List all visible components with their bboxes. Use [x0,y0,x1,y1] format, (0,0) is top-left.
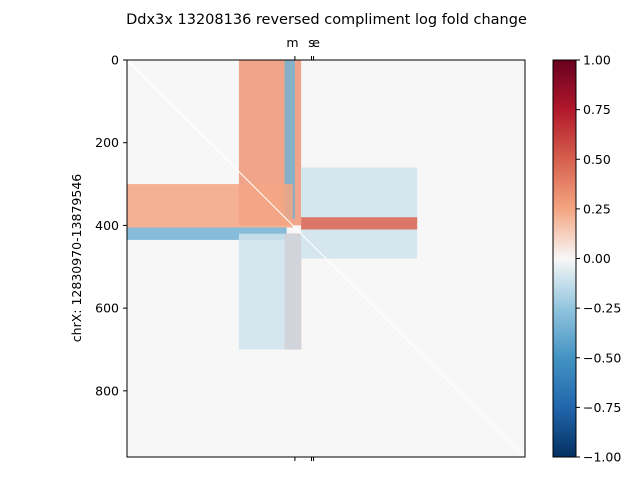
colorbar-tick-label: 0.50 [583,152,611,167]
axes: 0 200 400 600 800 m se [95,35,320,461]
colorbar-tick-label: −1.00 [583,450,621,465]
colorbar-tick-label: 1.00 [583,53,611,68]
heatmap-region-lower-vertical-band [238,233,302,350]
chart-title: Ddx3x 13208136 reversed compliment log f… [126,12,527,28]
colorbar-tick-label: 0.25 [583,201,611,216]
top-tick-label: m [286,35,298,50]
heatmap-area [127,60,525,457]
colorbar-ticks: 1.00 0.75 0.50 0.25 0.00 −0.25 −0.50 −0.75 −1.00 [576,53,621,465]
colorbar [552,59,577,458]
colorbar-tick-label: 0.75 [583,102,611,117]
y-tick-label: 800 [95,383,119,398]
colorbar-tick-label: −0.75 [583,400,621,415]
heatmap-region-right-horizontal-stripe [301,217,418,230]
y-tick-label: 400 [95,218,119,233]
y-tick-label: 0 [111,53,119,68]
heatmap-diagonal [127,60,525,457]
colorbar-tick-label: −0.50 [583,350,621,365]
top-tick-label: e [312,35,320,50]
heatmap-region-upper-right-block [301,167,418,218]
plot-frame [126,59,526,458]
y-tick-label: 200 [95,135,119,150]
heatmap-region-right-horizontal-band [301,229,418,259]
y-axis-label: chrX: 12830970-13879546 [69,174,84,342]
heatmap-region-left-horizontal-stripe [127,184,293,228]
y-tick-label: 600 [95,301,119,316]
top-tick-label: s [308,35,315,50]
colorbar-tick-label: 0.00 [583,251,611,266]
colorbar-tick-label: −0.25 [583,301,621,316]
heatmap-region-upper-vertical-core [284,60,295,220]
